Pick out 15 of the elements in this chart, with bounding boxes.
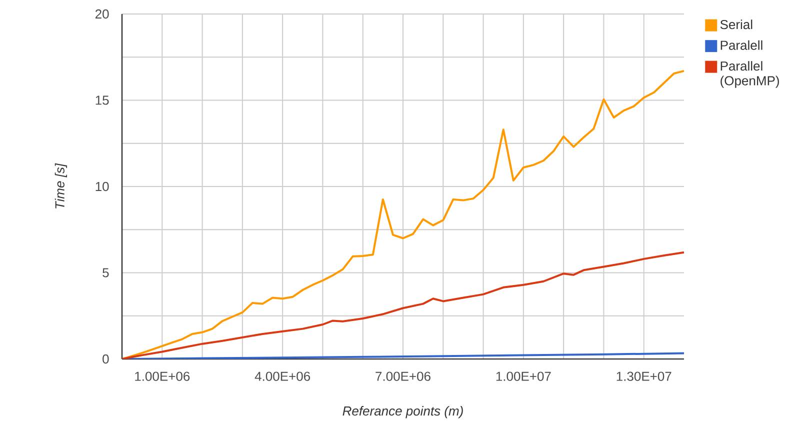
y-tick-label: 10 — [96, 182, 109, 192]
legend-label: Serial — [720, 20, 752, 30]
legend-label: Paralell — [720, 40, 762, 50]
x-tick-label: 7.00E+06 — [376, 372, 430, 381]
x-tick-label: 4.00E+06 — [254, 372, 310, 381]
x-axis-title: Referance points (m) — [342, 406, 463, 418]
y-tick-label: 20 — [95, 9, 109, 19]
y-tick-label: 5 — [102, 268, 109, 278]
y-tick-label: 15 — [96, 96, 109, 105]
legend-label: Parallel (OpenMP) — [720, 61, 779, 88]
x-tick-label: 1.00E+06 — [135, 372, 190, 381]
x-tick-label: 1.00E+07 — [496, 372, 551, 381]
y-tick-label: 0 — [102, 354, 109, 364]
x-tick-label: 1.30E+07 — [616, 372, 672, 381]
y-axis-title: Time [s] — [54, 163, 68, 208]
